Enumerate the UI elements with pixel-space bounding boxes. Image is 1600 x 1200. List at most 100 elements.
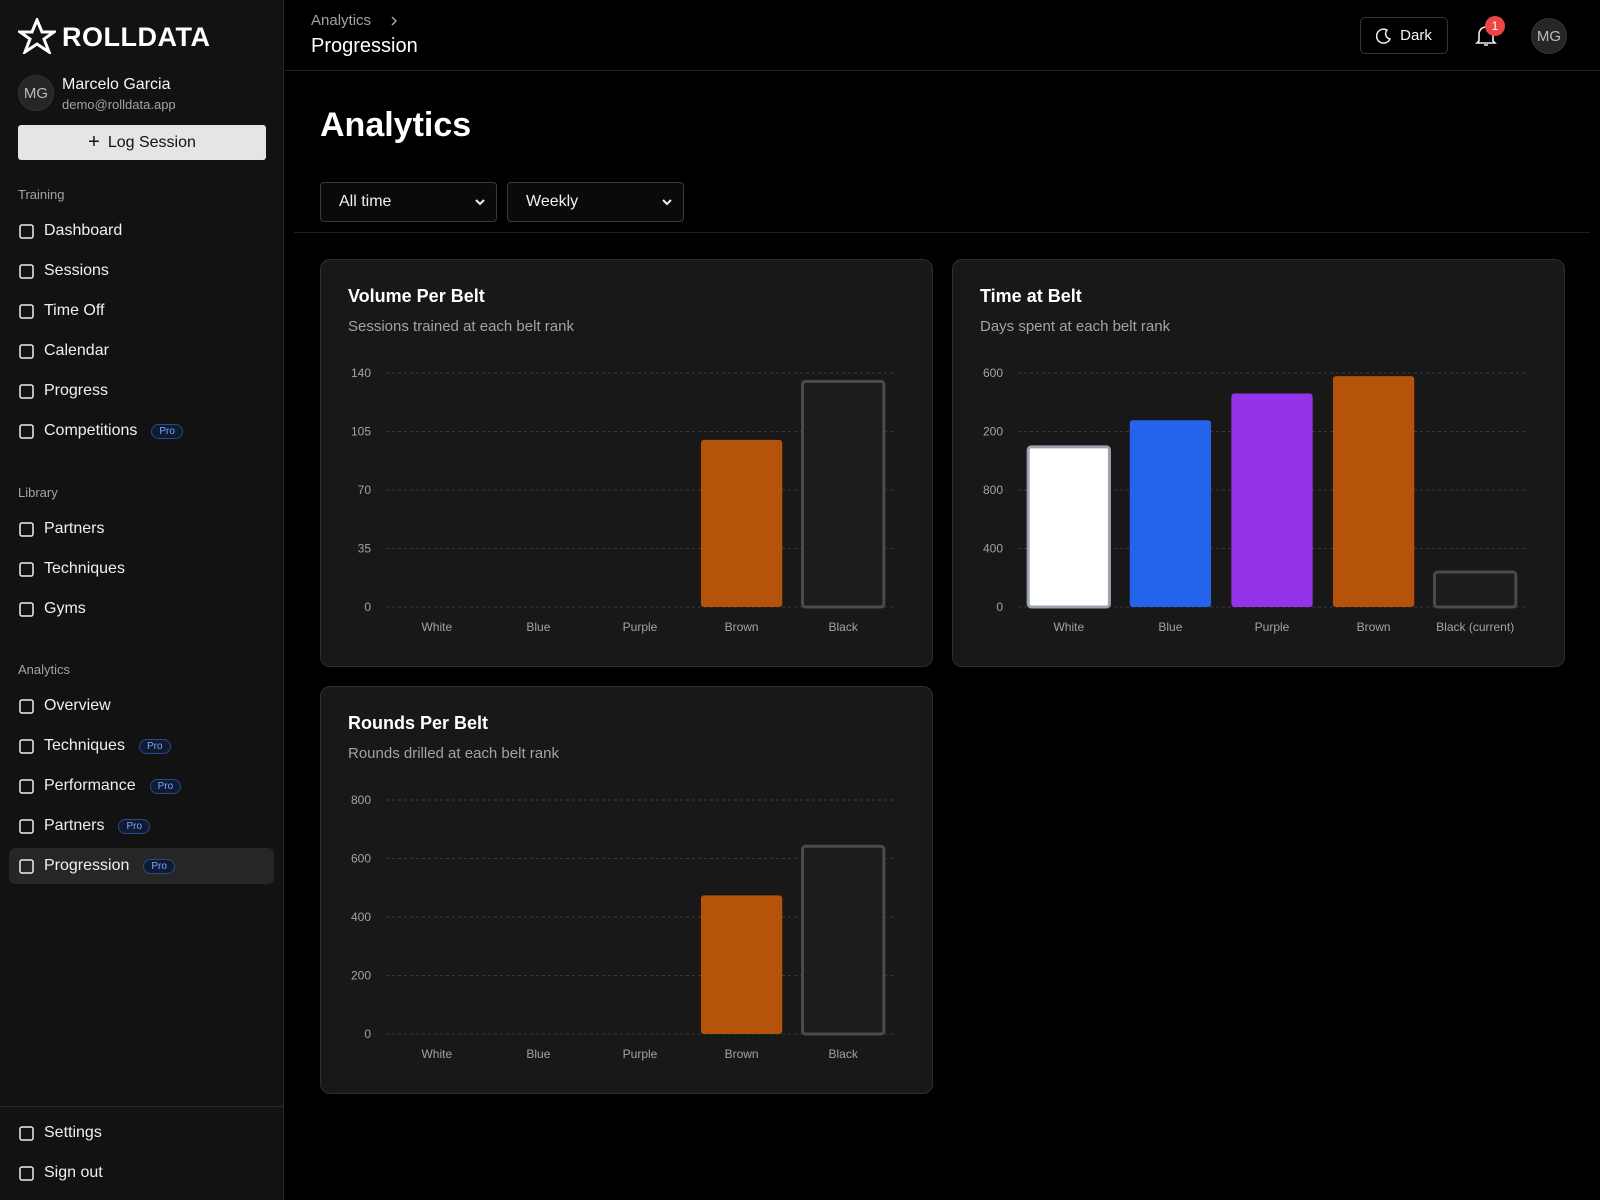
nav-icon	[19, 521, 34, 537]
bar	[1332, 376, 1415, 607]
nav-icon	[19, 303, 34, 319]
nav-item[interactable]: Gyms	[9, 591, 274, 627]
nav-item[interactable]: Techniques	[9, 551, 274, 587]
chart-subtitle: Rounds drilled at each belt rank	[348, 745, 559, 762]
nav-icon	[19, 1165, 34, 1181]
nav-icon	[19, 818, 34, 834]
icon-shape	[19, 698, 34, 714]
nav-item[interactable]: Competitions Pro	[9, 413, 274, 449]
nav-item[interactable]: Progress	[9, 373, 274, 409]
nav-label: Techniques	[44, 737, 125, 754]
select-caret	[662, 199, 672, 206]
theme-label: Dark	[1400, 27, 1432, 44]
plus-icon: +	[88, 131, 100, 153]
chevron	[391, 16, 398, 26]
nav-item[interactable]: Performance Pro	[9, 768, 274, 804]
bar	[1129, 420, 1212, 607]
bar	[1433, 570, 1518, 609]
pro-badge: Pro	[149, 778, 182, 794]
pro-badge: Pro	[151, 423, 183, 439]
nav-item[interactable]: Sign out	[9, 1155, 274, 1191]
x-tick-label: Purple	[623, 620, 658, 634]
x-tick-label: Purple	[1255, 620, 1290, 634]
notification-badge: 1	[1485, 16, 1505, 36]
icon-shape	[19, 601, 34, 617]
divider	[294, 232, 1590, 233]
nav-item[interactable]: Dashboard	[9, 213, 274, 249]
section-label: Analytics	[18, 662, 71, 677]
icon-shape	[19, 858, 34, 874]
nav-label: Time Off	[44, 302, 105, 319]
x-tick-label: Brown	[725, 1047, 759, 1061]
brand: ROLLDATA	[62, 22, 211, 52]
y-tick-label: 70	[358, 483, 372, 497]
nav-item[interactable]: Sessions	[9, 253, 274, 289]
nav-item[interactable]: Calendar	[9, 333, 274, 369]
interval-select[interactable]: Weekly	[507, 182, 684, 222]
nav-label: Competitions	[44, 422, 138, 439]
icon-shape	[19, 223, 34, 239]
chart-title: Rounds Per Belt	[348, 713, 488, 733]
theme-button[interactable]: Dark	[1360, 17, 1448, 54]
nav-label: Sign out	[44, 1164, 103, 1181]
nav-item[interactable]: Time Off	[9, 293, 274, 329]
y-tick-label: 400	[983, 542, 1003, 556]
icon-shape	[19, 818, 34, 834]
log-session-button[interactable]: + Log Session	[18, 125, 266, 160]
y-tick-label: 0	[364, 600, 371, 614]
section-label: Library	[18, 485, 58, 500]
chart-subtitle: Sessions trained at each belt rank	[348, 318, 574, 335]
nav-label: Calendar	[44, 342, 109, 359]
nav-icon	[19, 858, 34, 874]
x-tick-label: Purple	[623, 1047, 658, 1061]
nav-item[interactable]: Settings	[9, 1115, 274, 1151]
nav-item[interactable]: Techniques Pro	[9, 728, 274, 764]
breadcrumb[interactable]: Analytics	[311, 12, 372, 29]
x-tick-label: Brown	[1357, 620, 1391, 634]
divider	[0, 1106, 284, 1107]
bar	[1231, 393, 1313, 607]
section-label: Training	[18, 187, 65, 202]
x-tick-label: Black (current)	[1436, 620, 1514, 634]
user-email: demo@rolldata.app	[62, 97, 176, 112]
nav-label: Progress	[44, 382, 109, 399]
chart-title: Volume Per Belt	[348, 286, 485, 306]
x-tick-label: Black	[829, 620, 859, 634]
nav-icon	[19, 601, 34, 617]
nav-icon	[19, 738, 34, 754]
nav-icon	[19, 1125, 34, 1141]
nav-label: Techniques	[44, 560, 125, 577]
y-tick-label: 0	[364, 1027, 371, 1041]
x-tick-label: Blue	[526, 620, 550, 634]
interval-value: Weekly	[526, 193, 579, 210]
icon-shape	[19, 263, 34, 279]
page-title: Progression	[311, 35, 418, 57]
y-tick-label: 0	[996, 600, 1003, 614]
y-tick-label: 400	[351, 910, 371, 924]
y-tick-label: 600	[351, 852, 371, 866]
pro-badge: Pro	[118, 818, 151, 834]
icon-shape	[19, 383, 34, 399]
user-avatar: MG	[18, 75, 54, 111]
nav-label: Dashboard	[44, 222, 123, 239]
nav-icon	[19, 383, 34, 399]
nav-label: Overview	[44, 697, 111, 714]
bar	[700, 439, 783, 607]
y-tick-label: 200	[983, 425, 1003, 439]
select-caret	[475, 199, 485, 206]
y-tick-label: 800	[351, 793, 371, 807]
user-name: Marcelo Garcia	[62, 76, 171, 93]
nav-item[interactable]: Overview	[9, 688, 274, 724]
x-tick-label: Black	[829, 1047, 859, 1061]
nav-icon	[19, 223, 34, 239]
y-tick-label: 600	[983, 366, 1003, 380]
nav-item[interactable]: Partners	[9, 511, 274, 547]
logo-icon	[18, 18, 56, 54]
icon-shape	[19, 521, 34, 537]
header-avatar[interactable]: MG	[1531, 18, 1567, 54]
range-select[interactable]: All time	[320, 182, 497, 222]
pro-badge: Pro	[138, 738, 171, 754]
nav-item[interactable]: Partners Pro	[9, 808, 274, 844]
nav-item[interactable]: Progression Pro	[9, 848, 274, 884]
bar	[1026, 445, 1111, 609]
